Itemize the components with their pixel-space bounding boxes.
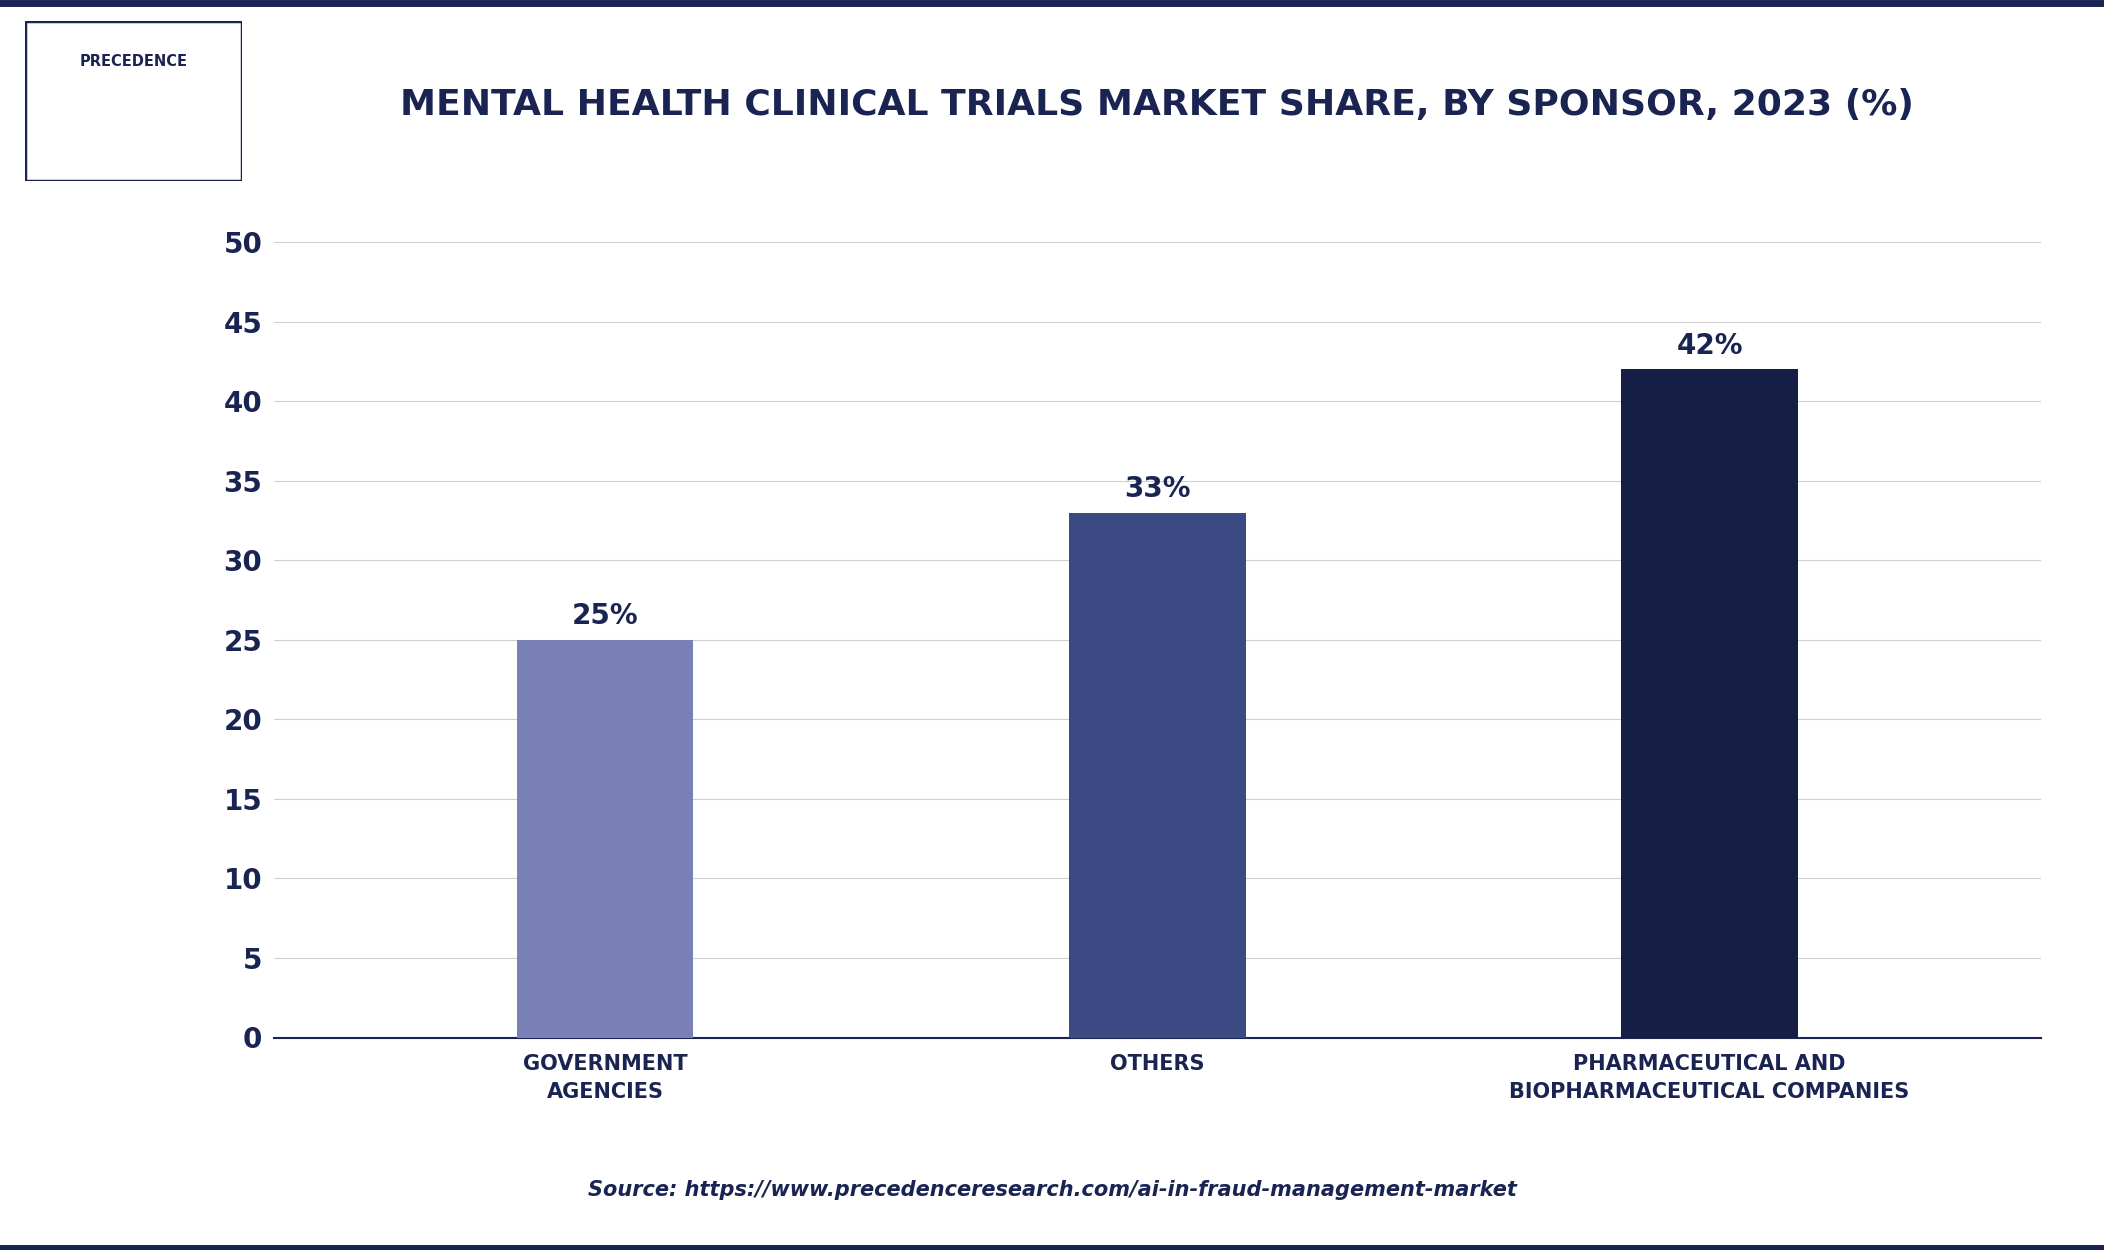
Bar [1069, 512, 1246, 1038]
Text: RESEARCH: RESEARCH [90, 134, 177, 149]
Text: 33%: 33% [1124, 475, 1191, 502]
Bar [515, 640, 692, 1038]
Text: Source: https://www.precedenceresearch.com/ai-in-fraud-management-market: Source: https://www.precedenceresearch.c… [587, 1180, 1517, 1200]
Bar [1622, 369, 1797, 1038]
Text: PRECEDENCE: PRECEDENCE [80, 54, 187, 69]
Text: MENTAL HEALTH CLINICAL TRIALS MARKET SHARE, BY SPONSOR, 2023 (%): MENTAL HEALTH CLINICAL TRIALS MARKET SHA… [400, 88, 1915, 121]
Text: 42%: 42% [1677, 331, 1742, 360]
Text: 25%: 25% [572, 602, 638, 630]
